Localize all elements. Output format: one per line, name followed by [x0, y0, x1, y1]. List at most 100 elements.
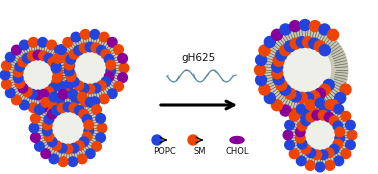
- Circle shape: [276, 79, 287, 90]
- Circle shape: [107, 38, 117, 47]
- Circle shape: [324, 148, 334, 158]
- Circle shape: [302, 117, 338, 153]
- Circle shape: [44, 87, 54, 97]
- Circle shape: [71, 94, 81, 104]
- Circle shape: [312, 110, 322, 120]
- Circle shape: [329, 144, 339, 154]
- Circle shape: [42, 126, 52, 136]
- Circle shape: [296, 133, 305, 143]
- Circle shape: [91, 83, 101, 93]
- Circle shape: [272, 68, 283, 79]
- Circle shape: [44, 53, 54, 63]
- Circle shape: [333, 139, 342, 149]
- Circle shape: [61, 52, 71, 62]
- Circle shape: [340, 84, 351, 95]
- Circle shape: [99, 94, 109, 104]
- Circle shape: [96, 114, 105, 123]
- Circle shape: [79, 137, 89, 147]
- Circle shape: [65, 61, 74, 70]
- Circle shape: [79, 109, 89, 119]
- Circle shape: [256, 54, 266, 65]
- Circle shape: [152, 135, 162, 145]
- Circle shape: [264, 93, 275, 104]
- Circle shape: [53, 67, 63, 77]
- Circle shape: [280, 45, 330, 95]
- Circle shape: [69, 103, 79, 113]
- Circle shape: [28, 51, 37, 61]
- Circle shape: [296, 127, 305, 137]
- Circle shape: [66, 72, 76, 82]
- Circle shape: [79, 83, 89, 93]
- Circle shape: [306, 112, 316, 122]
- Circle shape: [289, 149, 299, 159]
- Circle shape: [47, 109, 57, 119]
- Circle shape: [271, 100, 282, 111]
- Circle shape: [85, 149, 95, 159]
- Text: CHOL: CHOL: [225, 147, 249, 156]
- Circle shape: [256, 74, 266, 85]
- Circle shape: [335, 127, 345, 137]
- Circle shape: [61, 88, 71, 98]
- Circle shape: [329, 116, 339, 126]
- Circle shape: [68, 157, 77, 167]
- Circle shape: [20, 40, 29, 50]
- Circle shape: [20, 57, 56, 93]
- Circle shape: [49, 92, 59, 102]
- Circle shape: [310, 21, 321, 32]
- Circle shape: [47, 40, 56, 50]
- Circle shape: [55, 95, 64, 105]
- Circle shape: [335, 93, 346, 104]
- Circle shape: [84, 120, 94, 130]
- Circle shape: [104, 72, 114, 82]
- Circle shape: [28, 38, 38, 47]
- Circle shape: [12, 95, 21, 105]
- Circle shape: [5, 52, 15, 62]
- Circle shape: [333, 121, 342, 131]
- Circle shape: [41, 97, 51, 107]
- Circle shape: [2, 80, 11, 89]
- Circle shape: [309, 38, 320, 49]
- Circle shape: [309, 91, 320, 102]
- Circle shape: [341, 111, 351, 121]
- Circle shape: [319, 24, 330, 35]
- Circle shape: [319, 105, 330, 116]
- Circle shape: [303, 37, 314, 48]
- Circle shape: [57, 143, 67, 153]
- Circle shape: [38, 103, 48, 112]
- Circle shape: [38, 38, 48, 47]
- Circle shape: [114, 82, 123, 91]
- Text: POPC: POPC: [153, 147, 175, 156]
- Circle shape: [296, 92, 307, 103]
- Circle shape: [285, 88, 296, 99]
- Circle shape: [55, 45, 64, 55]
- Circle shape: [57, 45, 66, 54]
- Circle shape: [334, 156, 344, 166]
- Circle shape: [33, 90, 43, 100]
- Circle shape: [74, 81, 84, 90]
- Circle shape: [188, 135, 198, 145]
- Circle shape: [44, 132, 54, 141]
- Circle shape: [290, 38, 301, 49]
- Circle shape: [297, 121, 307, 131]
- Circle shape: [301, 116, 311, 126]
- Circle shape: [312, 150, 322, 160]
- Circle shape: [2, 61, 11, 70]
- Circle shape: [69, 143, 79, 153]
- Circle shape: [280, 84, 291, 95]
- Circle shape: [0, 70, 10, 80]
- Circle shape: [82, 132, 92, 141]
- Circle shape: [273, 55, 284, 66]
- Ellipse shape: [230, 136, 244, 144]
- Circle shape: [325, 161, 335, 170]
- Circle shape: [301, 144, 311, 154]
- Circle shape: [18, 57, 28, 67]
- Circle shape: [48, 83, 58, 93]
- Circle shape: [271, 29, 282, 40]
- Text: gH625: gH625: [182, 53, 216, 63]
- Circle shape: [325, 100, 335, 109]
- Circle shape: [259, 45, 270, 56]
- Circle shape: [85, 42, 95, 52]
- Circle shape: [303, 92, 314, 103]
- Circle shape: [272, 61, 283, 72]
- Circle shape: [118, 54, 127, 63]
